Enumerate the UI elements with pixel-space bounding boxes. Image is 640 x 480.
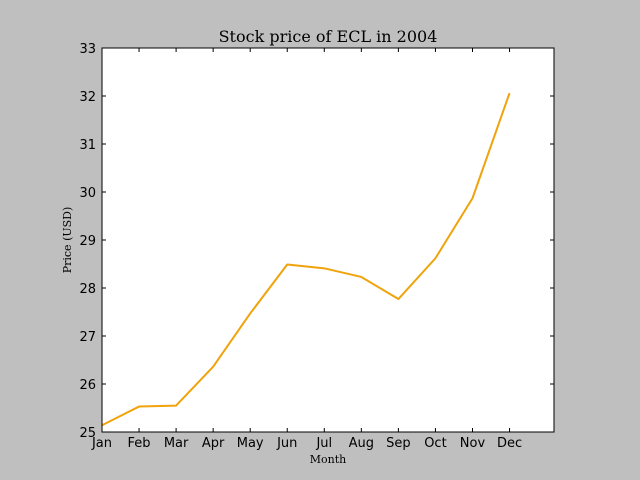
x-tick-label: Feb	[128, 436, 151, 451]
x-tick-label: Mar	[164, 436, 189, 451]
y-tick-label: 31	[79, 138, 96, 153]
y-tick-label: 26	[79, 378, 96, 393]
x-tick-label: Jul	[315, 436, 332, 451]
x-tick-label: Dec	[497, 436, 522, 451]
y-tick-label: 33	[79, 42, 96, 57]
tick-labels: Jan Feb Mar Apr May Jun Jul Aug Sep Oct Nov Dec 25 26…	[79, 42, 522, 451]
y-tick-label: 32	[79, 90, 96, 105]
plot-area	[102, 48, 554, 432]
y-axis-label: Price (USD)	[61, 207, 74, 274]
x-tick-label: Oct	[424, 436, 446, 451]
y-tick-label: 25	[79, 426, 96, 441]
y-tick-label: 27	[79, 330, 96, 345]
chart-title: Stock price of ECL in 2004	[219, 27, 438, 46]
x-tick-label: Aug	[349, 436, 374, 451]
axis-ticks	[101, 47, 554, 433]
x-tick-label: Jun	[276, 436, 297, 451]
price-series-line	[101, 92, 511, 427]
x-tick-label: Apr	[202, 436, 225, 451]
series-group	[101, 92, 511, 427]
y-tick-label: 28	[79, 282, 96, 297]
x-tick-label: Jan	[91, 436, 112, 451]
plot-frame	[101, 47, 555, 433]
y-tick-label: 30	[79, 186, 96, 201]
x-tick-label: Sep	[386, 436, 411, 451]
x-tick-label: May	[237, 436, 264, 451]
x-tick-label: Nov	[460, 436, 486, 451]
y-tick-label: 29	[79, 234, 96, 249]
x-axis-label: Month	[310, 453, 346, 466]
